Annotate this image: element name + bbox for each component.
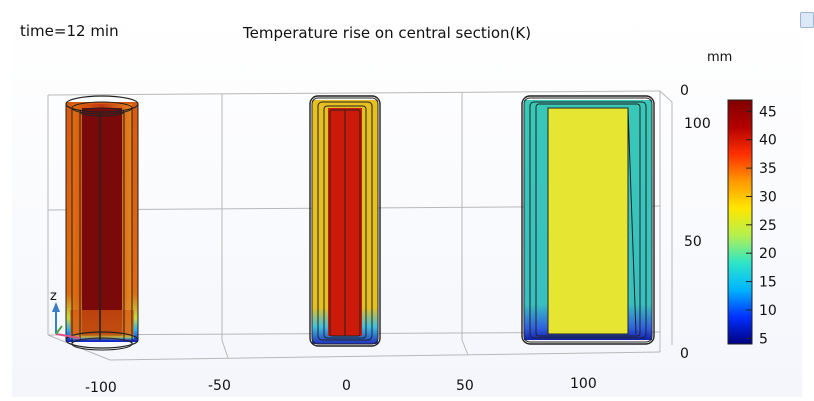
x-tick-label: 0: [342, 378, 351, 394]
color-bar-tick-label: 15: [759, 275, 777, 291]
color-bar-tick-label: 35: [759, 161, 777, 177]
color-bar-tick-label: 40: [759, 133, 777, 149]
x-axis-ticks: -100 -50 0 50 100: [85, 376, 597, 396]
plot-title: Temperature rise on central section(K): [243, 24, 532, 42]
axis-triad-icon: [52, 302, 81, 339]
color-bar: 45 40 35 30 25 20 15 10 5: [727, 99, 777, 347]
z-tick-label: 0: [680, 346, 689, 362]
color-bar-tick-label: 10: [759, 303, 777, 319]
z-tick-label: 50: [684, 234, 702, 250]
color-bar-tick-label: 45: [759, 104, 777, 120]
time-label: time=12 min: [20, 22, 119, 40]
x-tick-label: -100: [85, 380, 117, 396]
color-bar-tick-label: 5: [759, 331, 768, 347]
color-bar-tick-label: 30: [759, 189, 777, 205]
z-axis-ticks: 0 100 50 0: [680, 83, 711, 362]
colorbar-unit: mm: [707, 50, 733, 65]
x-tick-label: 50: [456, 378, 474, 394]
color-bar-tick-label: 25: [759, 218, 777, 234]
cylindrical-cell: [65, 95, 139, 351]
pouch-cell: [521, 95, 655, 345]
x-tick-label: 100: [570, 376, 597, 392]
x-tick-label: -50: [208, 378, 231, 394]
color-bar-tick-label: 20: [759, 246, 777, 262]
color-bar-ticks: 45 40 35 30 25 20 15 10 5: [746, 104, 777, 347]
prismatic-cell: [309, 95, 381, 347]
color-bar-gradient: [727, 99, 753, 345]
z-axis-label: z: [50, 289, 57, 304]
z-tick-label: 0: [680, 83, 689, 99]
z-tick-label: 100: [684, 116, 711, 132]
